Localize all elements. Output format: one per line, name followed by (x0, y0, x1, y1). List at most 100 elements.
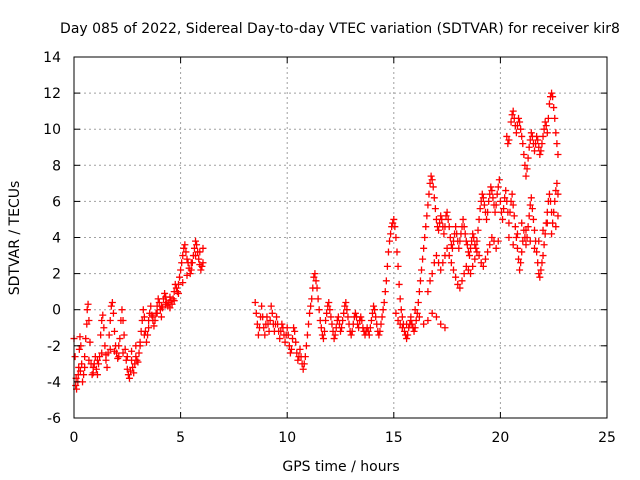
data-point (460, 223, 468, 231)
data-point (515, 255, 523, 263)
data-point (502, 187, 510, 195)
data-point (100, 324, 108, 332)
data-point (339, 317, 347, 325)
data-point (366, 324, 374, 332)
data-point (85, 356, 93, 364)
data-point (425, 190, 433, 198)
data-point (130, 369, 138, 377)
data-point (439, 259, 447, 267)
data-point (543, 219, 551, 227)
data-point (263, 313, 271, 321)
data-point (540, 125, 548, 133)
data-point (495, 176, 503, 184)
data-point (181, 241, 189, 249)
data-point (289, 335, 297, 343)
data-point (549, 93, 557, 101)
data-point (132, 342, 140, 350)
x-tick-label: 5 (176, 430, 185, 446)
x-tick-label: 10 (278, 430, 296, 446)
data-point (507, 197, 515, 205)
data-point (97, 331, 105, 339)
data-point (93, 371, 101, 379)
data-point (161, 289, 169, 297)
data-point (423, 212, 431, 220)
data-point (155, 298, 163, 306)
data-point (172, 284, 180, 292)
data-point (394, 262, 402, 270)
data-point (517, 125, 525, 133)
data-point (136, 338, 144, 346)
data-point (505, 234, 513, 241)
data-point (537, 147, 545, 155)
data-point (287, 345, 295, 353)
data-point (518, 132, 526, 140)
data-point (253, 320, 261, 328)
data-point (358, 317, 366, 325)
data-point (319, 335, 327, 343)
data-point (302, 342, 310, 350)
data-point (125, 374, 133, 382)
data-point (432, 313, 440, 321)
data-point (473, 237, 481, 245)
data-point (522, 241, 530, 249)
data-point (341, 302, 349, 310)
data-point (123, 353, 131, 361)
data-point (554, 212, 562, 220)
data-point (331, 331, 339, 339)
data-point (424, 201, 432, 209)
data-point (428, 309, 436, 317)
data-point (548, 230, 556, 238)
data-point (493, 190, 501, 198)
data-point (74, 371, 82, 379)
data-point (322, 317, 330, 325)
data-point (396, 320, 404, 328)
data-point (552, 129, 560, 137)
data-point (277, 327, 285, 335)
data-point (497, 208, 505, 216)
data-point (82, 335, 90, 343)
data-point (121, 345, 129, 353)
data-point (321, 327, 329, 335)
data-point (444, 215, 452, 223)
data-point (301, 353, 309, 361)
data-point (284, 331, 292, 339)
data-point (196, 248, 204, 256)
data-point (393, 248, 401, 256)
data-point (396, 295, 404, 303)
data-series (70, 89, 562, 393)
data-point (140, 331, 148, 339)
data-point (521, 161, 529, 169)
data-point (426, 277, 434, 285)
data-point (552, 187, 560, 195)
data-point (470, 234, 478, 241)
data-point (311, 270, 319, 278)
data-point (443, 208, 451, 216)
data-point (403, 335, 411, 343)
data-point (518, 219, 526, 227)
data-point (454, 280, 462, 288)
data-point (537, 266, 545, 274)
data-point (79, 378, 87, 386)
data-point (445, 223, 453, 231)
data-point (548, 89, 556, 97)
data-point (526, 136, 534, 144)
data-point (509, 107, 517, 115)
data-point (103, 363, 111, 371)
data-point (479, 262, 487, 270)
data-point (452, 223, 460, 231)
data-point (392, 234, 400, 241)
data-point (506, 208, 514, 216)
data-point (460, 270, 468, 278)
data-point (294, 356, 302, 364)
data-point (198, 262, 206, 270)
data-point (479, 194, 487, 202)
data-point (512, 129, 520, 137)
data-point (71, 353, 79, 361)
data-point (465, 252, 473, 260)
data-point (522, 172, 530, 180)
data-point (551, 114, 559, 122)
data-point (177, 266, 185, 274)
data-point (469, 230, 477, 238)
data-point (397, 306, 405, 314)
